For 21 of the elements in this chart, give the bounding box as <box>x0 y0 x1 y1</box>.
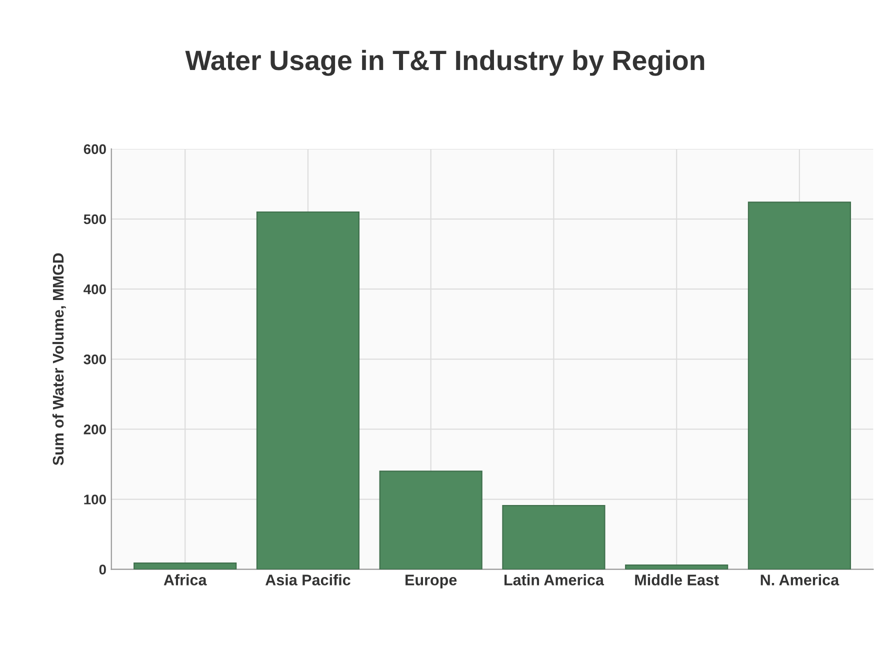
bar <box>256 211 360 570</box>
y-tick-label: 100 <box>84 494 106 504</box>
y-tick-label: 400 <box>84 284 106 294</box>
x-tick-label: Africa <box>164 574 207 586</box>
x-tick-label: N. America <box>760 574 840 586</box>
x-tick-label: Asia Pacific <box>265 574 350 586</box>
y-tick-label: 0 <box>99 564 106 574</box>
y-axis-title: Sum of Water Volume, MMGD <box>52 253 66 466</box>
y-tick-label: 500 <box>84 214 106 224</box>
x-tick-label: Europe <box>406 574 457 588</box>
y-tick-label: 600 <box>84 144 106 154</box>
bar <box>625 564 728 570</box>
bar <box>502 505 606 570</box>
x-tick-label: Middle East <box>635 574 719 586</box>
bar <box>134 562 237 570</box>
bar <box>379 470 482 570</box>
bar <box>748 202 852 570</box>
y-tick-label: 200 <box>84 424 106 434</box>
x-tick-label: Latin America <box>504 574 604 586</box>
chart-title: Water Usage in T&T Industry by Region <box>185 50 704 76</box>
y-tick-label: 300 <box>84 354 106 364</box>
